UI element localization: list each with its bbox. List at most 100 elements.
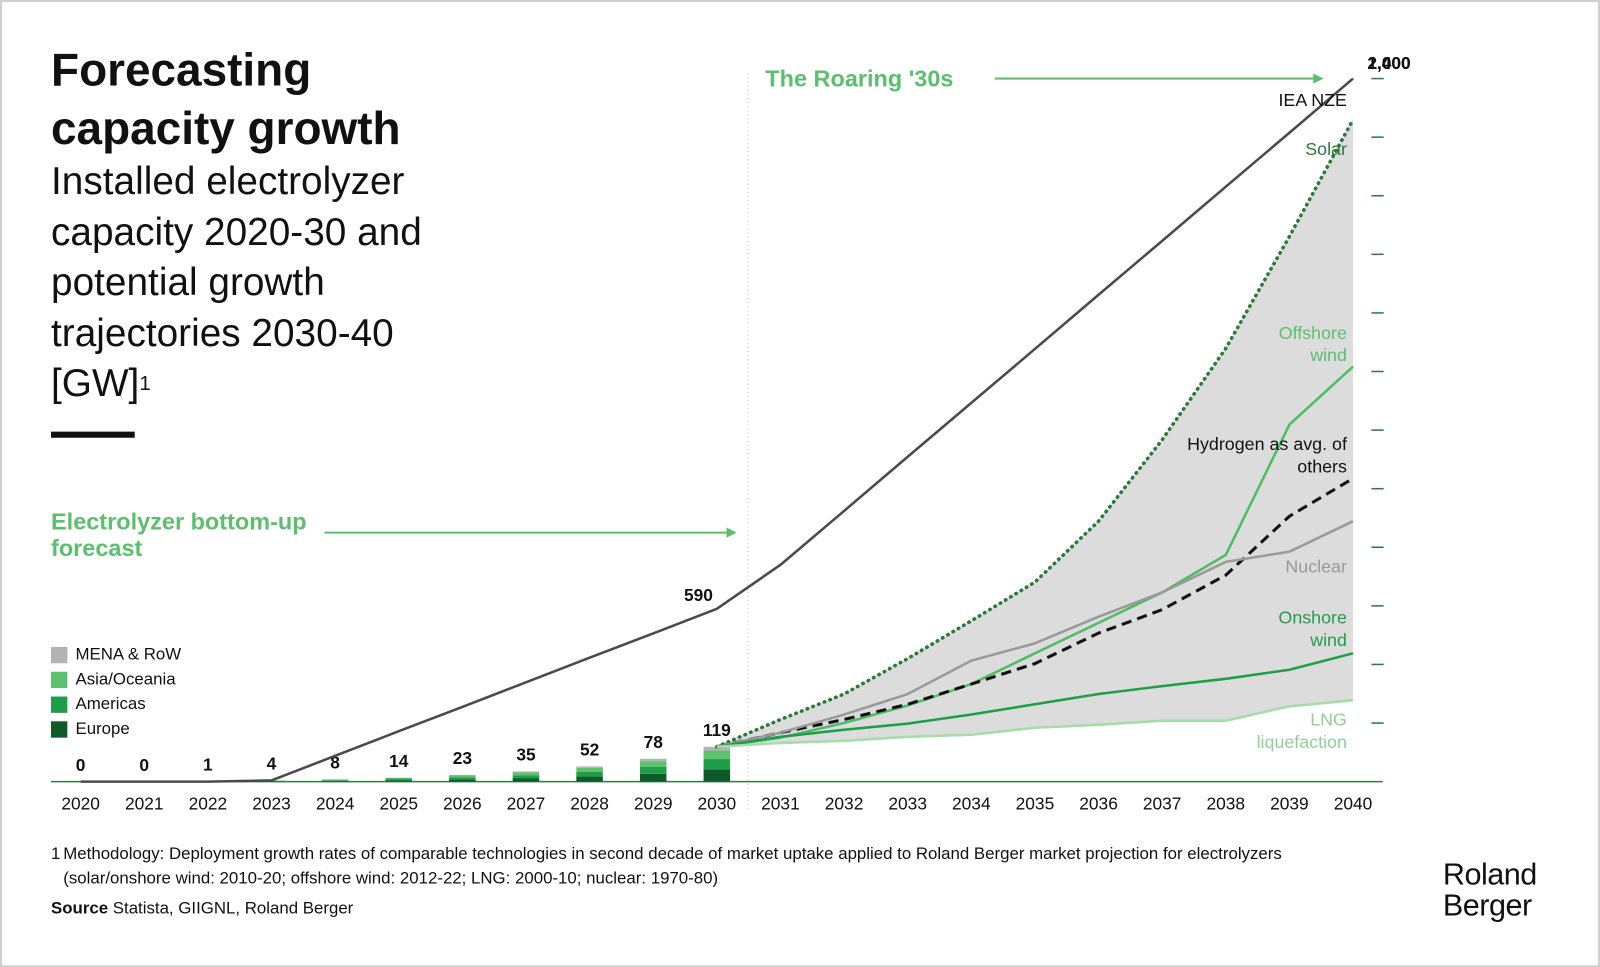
bar-segment: [576, 767, 603, 772]
bar-segment: [512, 772, 540, 776]
subtitle-text: Installed electrolyzer capacity 2020-30 …: [51, 160, 422, 406]
bar-segment: [639, 766, 667, 774]
arrow-head: [726, 527, 737, 538]
x-tick-label: 2030: [698, 794, 737, 814]
line-label: Hydrogen as avg. of others: [1187, 433, 1347, 477]
footnote-text: Methodology: Deployment growth rates of …: [63, 844, 1282, 888]
bar-total: 52: [580, 740, 599, 760]
line-series: [715, 117, 1355, 749]
x-tick-label: 2028: [570, 794, 609, 814]
footnote-number: 1: [51, 844, 61, 864]
bar-total: 4: [267, 754, 277, 774]
legend-label: MENA & RoW: [76, 645, 182, 664]
logo: Roland Berger: [1442, 858, 1537, 923]
bar-segment: [639, 773, 667, 782]
bar-total: 1: [203, 755, 213, 775]
title-rule: [51, 431, 135, 438]
line-label: Offshore wind: [1278, 322, 1347, 366]
x-tick-label: 2038: [1207, 794, 1246, 814]
x-tick-label: 2024: [316, 794, 355, 814]
bar-segment: [703, 769, 731, 782]
bar-total: 0: [139, 755, 149, 775]
bar-segment: [321, 780, 349, 781]
line-label: Onshore wind: [1278, 607, 1347, 650]
value-label: 590: [684, 585, 713, 605]
line-label: LNG liquefaction: [1256, 709, 1347, 753]
bar-segment: [321, 779, 349, 781]
bar-segment: [385, 778, 412, 781]
source: Source Statista, GIIGNL, Roland Berger: [51, 899, 353, 918]
line-label: Solar: [1305, 138, 1347, 160]
bar-segment: [512, 778, 540, 782]
x-tick-label: 2029: [634, 794, 673, 814]
x-tick-label: 2023: [252, 794, 291, 814]
legend-label: Asia/Oceania: [76, 669, 177, 688]
annotation: Electrolyzer bottom-up forecast: [51, 508, 307, 562]
bar-total: 23: [453, 748, 473, 768]
legend-swatch: [51, 671, 68, 689]
x-tick-label: 2036: [1079, 794, 1118, 814]
bar-segment: [639, 758, 667, 762]
bar-segment: [385, 780, 412, 782]
line-series: [716, 652, 1354, 749]
title: Forecasting capacity growth: [51, 43, 401, 155]
legend-swatch: [51, 721, 68, 738]
source-text: Statista, GIIGNL, Roland Berger: [112, 898, 354, 918]
bar-total: 119: [703, 720, 731, 740]
x-tick-label: 2026: [443, 794, 482, 814]
legend-label: Americas: [76, 694, 146, 713]
source-label: Source: [51, 898, 109, 918]
bar-segment: [703, 759, 731, 770]
bar-segment: [639, 761, 667, 767]
subtitle: Installed electrolyzer capacity 2020-30 …: [51, 157, 469, 410]
footnote-marker: 1: [139, 372, 151, 395]
x-tick-label: 2021: [125, 794, 164, 814]
bar-segment: [576, 771, 603, 777]
range-area: [716, 119, 1354, 747]
bar-segment: [321, 780, 349, 782]
x-tick-label: 2027: [507, 794, 546, 814]
bar-total: 78: [644, 732, 664, 752]
x-tick-label: 2022: [189, 794, 228, 814]
arrow-head: [1313, 73, 1324, 84]
bar-segment: [576, 776, 603, 782]
bar-segment: [449, 779, 476, 782]
bar-total: 8: [330, 753, 340, 773]
annotation: The Roaring '30s: [765, 65, 954, 92]
x-tick-label: 2031: [761, 794, 800, 814]
bar-segment: [449, 775, 476, 778]
y-tick-label: 2,400: [1367, 53, 1410, 73]
line-series: [716, 698, 1354, 749]
bar-segment: [385, 777, 412, 779]
bar-total: 35: [516, 745, 536, 765]
line-label: Nuclear: [1285, 556, 1347, 577]
y-tick-label: 1,000: [1367, 53, 1410, 73]
bar-total: 0: [76, 755, 86, 775]
bar-segment: [512, 771, 540, 773]
line-series: [716, 477, 1354, 749]
line-series: [716, 520, 1354, 749]
x-tick-label: 2035: [1016, 794, 1055, 814]
x-tick-label: 2037: [1143, 794, 1182, 814]
legend-label: Europe: [76, 719, 130, 738]
bar-total: 14: [389, 751, 409, 771]
x-tick-label: 2020: [61, 794, 100, 814]
x-tick-label: 2034: [952, 794, 991, 814]
legend-swatch: [51, 646, 68, 664]
bar-segment: [449, 777, 476, 780]
x-tick-label: 2040: [1334, 794, 1373, 814]
bar-segment: [449, 774, 476, 776]
x-tick-label: 2033: [888, 794, 927, 814]
bar-segment: [576, 766, 603, 768]
footnote: 1 Methodology: Deployment growth rates of…: [51, 842, 1316, 891]
line-series: [80, 77, 1354, 783]
line-label: IEA NZE: [1278, 89, 1347, 111]
line-series: [716, 365, 1354, 749]
x-tick-label: 2032: [825, 794, 864, 814]
x-tick-label: 2025: [379, 794, 418, 814]
x-tick-label: 2039: [1270, 794, 1309, 814]
